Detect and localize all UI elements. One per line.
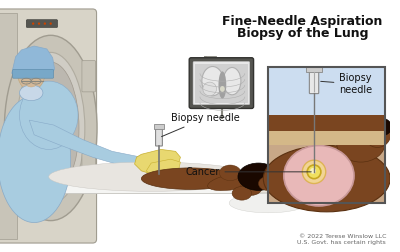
Ellipse shape <box>241 178 262 195</box>
FancyBboxPatch shape <box>82 61 96 92</box>
FancyBboxPatch shape <box>193 62 250 105</box>
Polygon shape <box>146 159 180 177</box>
FancyBboxPatch shape <box>268 115 385 133</box>
Ellipse shape <box>26 81 36 87</box>
Circle shape <box>50 22 52 25</box>
Ellipse shape <box>232 186 252 200</box>
Ellipse shape <box>220 165 241 181</box>
Ellipse shape <box>238 163 279 190</box>
Ellipse shape <box>258 177 276 190</box>
Ellipse shape <box>202 67 223 96</box>
Ellipse shape <box>142 168 239 190</box>
Bar <box>268 115 385 131</box>
Text: Fine-Needle Aspiration: Fine-Needle Aspiration <box>222 15 382 28</box>
Polygon shape <box>12 46 55 76</box>
Ellipse shape <box>220 86 225 92</box>
Ellipse shape <box>16 52 85 204</box>
Bar <box>268 131 385 145</box>
Text: Biopsy needle: Biopsy needle <box>162 113 240 137</box>
FancyBboxPatch shape <box>26 20 58 27</box>
FancyBboxPatch shape <box>13 70 54 78</box>
Ellipse shape <box>20 81 78 149</box>
Circle shape <box>307 165 321 179</box>
Circle shape <box>44 22 46 25</box>
FancyBboxPatch shape <box>52 172 251 193</box>
FancyBboxPatch shape <box>43 180 279 193</box>
FancyBboxPatch shape <box>82 153 96 184</box>
Ellipse shape <box>0 96 71 223</box>
Text: Cancer: Cancer <box>185 167 311 177</box>
Ellipse shape <box>336 123 385 162</box>
FancyBboxPatch shape <box>268 67 385 203</box>
FancyBboxPatch shape <box>268 117 385 145</box>
Ellipse shape <box>223 68 241 95</box>
FancyBboxPatch shape <box>189 58 254 108</box>
Ellipse shape <box>218 71 226 99</box>
FancyBboxPatch shape <box>0 9 96 243</box>
Text: © 2022 Terese Winslow LLC
U.S. Govt. has certain rights: © 2022 Terese Winslow LLC U.S. Govt. has… <box>298 234 386 245</box>
Bar <box>306 68 322 72</box>
Ellipse shape <box>22 62 79 194</box>
Text: Biopsy of the Lung: Biopsy of the Lung <box>236 26 368 40</box>
FancyBboxPatch shape <box>156 128 162 146</box>
Bar <box>195 64 248 103</box>
Bar <box>154 124 164 129</box>
Ellipse shape <box>364 118 391 147</box>
Ellipse shape <box>203 82 216 96</box>
Circle shape <box>302 160 326 183</box>
Bar <box>268 115 385 203</box>
Text: Biopsy
needle: Biopsy needle <box>321 73 372 95</box>
Circle shape <box>38 22 40 25</box>
Ellipse shape <box>208 173 260 191</box>
Ellipse shape <box>363 117 392 137</box>
Ellipse shape <box>20 85 43 101</box>
Ellipse shape <box>4 35 97 220</box>
Ellipse shape <box>18 56 45 90</box>
Polygon shape <box>29 120 161 171</box>
Polygon shape <box>134 149 180 175</box>
Ellipse shape <box>229 193 307 213</box>
Circle shape <box>32 22 34 25</box>
Ellipse shape <box>284 145 354 206</box>
Circle shape <box>310 168 316 174</box>
Ellipse shape <box>49 162 254 191</box>
FancyBboxPatch shape <box>309 71 319 94</box>
Bar <box>0 13 16 239</box>
Ellipse shape <box>263 145 390 212</box>
